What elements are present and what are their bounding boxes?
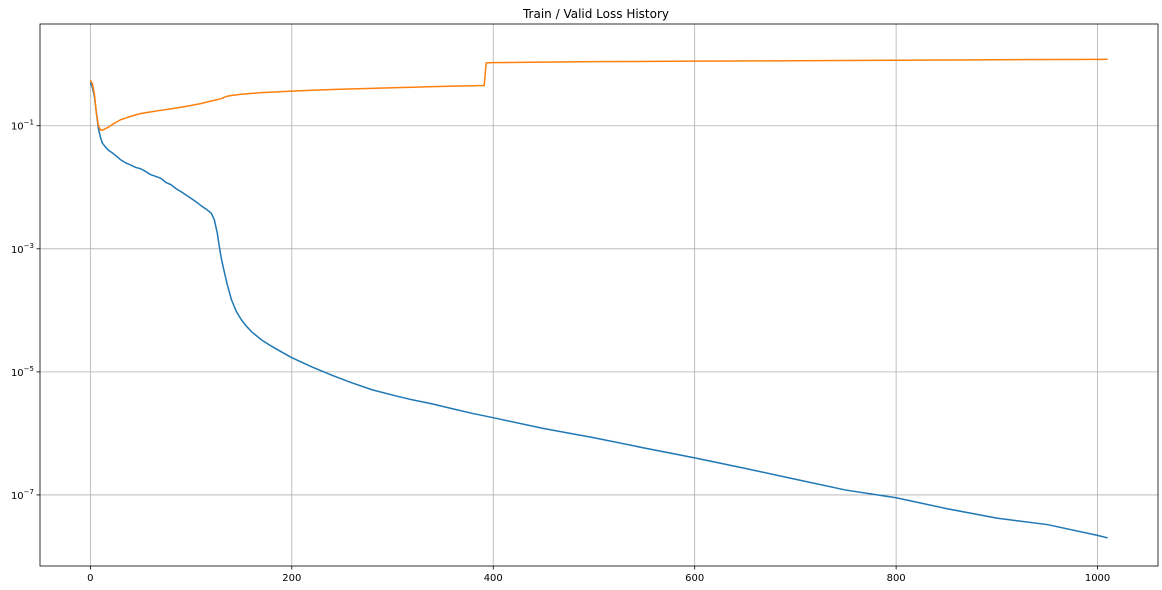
x-tick-label: 400 [484,573,503,584]
grid-lines [40,24,1158,566]
series-line-1 [89,82,1108,539]
x-tick-label: 1000 [1085,573,1110,584]
plot-frame [39,23,1159,567]
x-tick-label: 200 [282,573,301,584]
chart-title: Train / Valid Loss History [522,7,669,21]
y-tick-label-base: 10 [11,491,24,502]
y-tick-label: 10−5 [11,365,34,379]
y-tick-label-exponent: −7 [24,488,34,496]
x-tick-label: 800 [887,573,906,584]
y-tick-label-base: 10 [11,122,24,133]
y-tick-label-exponent: −5 [24,365,34,373]
y-tick-label-base: 10 [11,245,24,256]
x-tick-label: 600 [685,573,704,584]
y-tick-label: 10−3 [11,242,34,256]
series-line-2 [89,58,1108,131]
y-tick-label-exponent: −3 [24,242,34,250]
y-tick-label: 10−7 [11,488,34,502]
y-tick-label-base: 10 [11,368,24,379]
x-tick-label: 0 [87,573,93,584]
y-tick-label-exponent: −1 [24,119,34,127]
y-tick-label: 10−1 [11,119,34,133]
series-layer [89,58,1108,539]
